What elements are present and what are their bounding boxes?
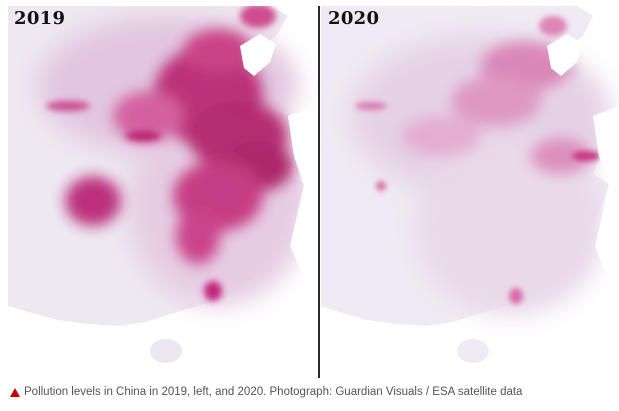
bohai-sea	[240, 34, 276, 76]
map-2019	[8, 6, 318, 376]
map-2020-image	[321, 6, 619, 363]
east-sea	[288, 106, 318, 306]
caption-text: Pollution levels in China in 2019, left,…	[24, 386, 523, 398]
panel-divider	[318, 6, 320, 378]
bohai-sea	[547, 34, 583, 76]
year-label-2019: 2019	[14, 8, 66, 29]
map-2019-image	[8, 6, 318, 363]
hainan-island	[457, 339, 489, 363]
figure-caption: Pollution levels in China in 2019, left,…	[10, 386, 610, 398]
east-sea	[593, 106, 619, 306]
hainan-island	[150, 339, 182, 363]
year-label-2020: 2020	[328, 8, 380, 29]
map-2020	[321, 6, 619, 376]
triangle-icon	[10, 387, 20, 397]
